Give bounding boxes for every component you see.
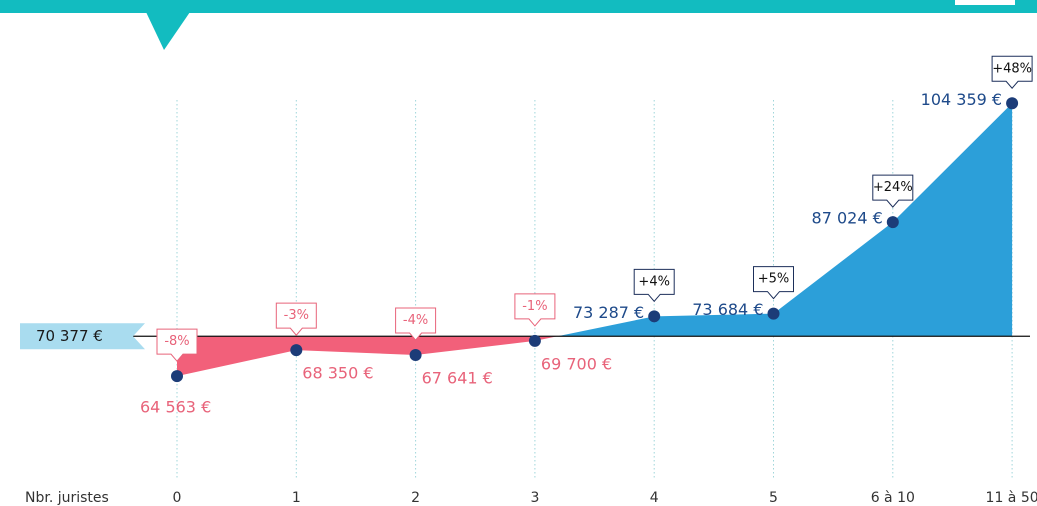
- data-point: [1006, 97, 1019, 110]
- data-point: [171, 370, 183, 383]
- change-box: [395, 307, 437, 341]
- change-box: [633, 268, 675, 303]
- value-label: 68 350 €: [302, 364, 373, 383]
- change-label: -8%: [164, 334, 189, 349]
- data-point: [409, 349, 422, 362]
- x-tick-label: 0: [173, 490, 182, 506]
- x-tick-label: 5: [769, 490, 778, 506]
- change-box: [991, 55, 1033, 90]
- value-label: 73 287 €: [573, 303, 644, 322]
- baseline-label: 70 377 €: [36, 327, 103, 345]
- x-tick-label: 3: [530, 490, 539, 506]
- change-label: +24%: [873, 180, 913, 195]
- pointer: [146, 12, 190, 50]
- area-below: [177, 336, 558, 377]
- data-point: [767, 307, 780, 320]
- data-point: [528, 334, 541, 347]
- change-box: [275, 302, 317, 336]
- x-tick-label: 1: [292, 490, 301, 506]
- change-box: [514, 293, 556, 327]
- value-label: 73 684 €: [692, 300, 763, 319]
- x-tick-label: 11 à 50: [986, 490, 1037, 506]
- data-point: [648, 310, 661, 323]
- change-label: -4%: [403, 313, 428, 328]
- value-label: 67 641 €: [422, 369, 493, 388]
- data-point: [290, 344, 303, 357]
- change-label: -1%: [522, 299, 547, 314]
- data-point: [886, 216, 899, 229]
- x-tick-label: 6 à 10: [871, 490, 915, 506]
- value-label: 104 359 €: [921, 90, 1002, 109]
- change-box: [872, 174, 914, 208]
- corner-box: [955, 0, 1015, 5]
- x-axis-label: Nbr. juristes: [25, 490, 109, 506]
- area-above: [177, 103, 1013, 337]
- x-tick-label: 4: [650, 490, 659, 506]
- value-label: 64 563 €: [140, 398, 211, 417]
- change-box: [753, 266, 794, 300]
- change-label: +48%: [992, 61, 1032, 76]
- change-label: -3%: [284, 308, 309, 323]
- x-tick-label: 2: [411, 490, 420, 506]
- change-label: +4%: [638, 274, 670, 289]
- value-label: 69 700 €: [541, 354, 612, 373]
- top-band: [0, 0, 1037, 13]
- baseline-flag: [20, 323, 145, 350]
- change-box: [156, 328, 198, 362]
- change-label: +5%: [758, 272, 790, 287]
- value-label: 87 024 €: [812, 209, 883, 228]
